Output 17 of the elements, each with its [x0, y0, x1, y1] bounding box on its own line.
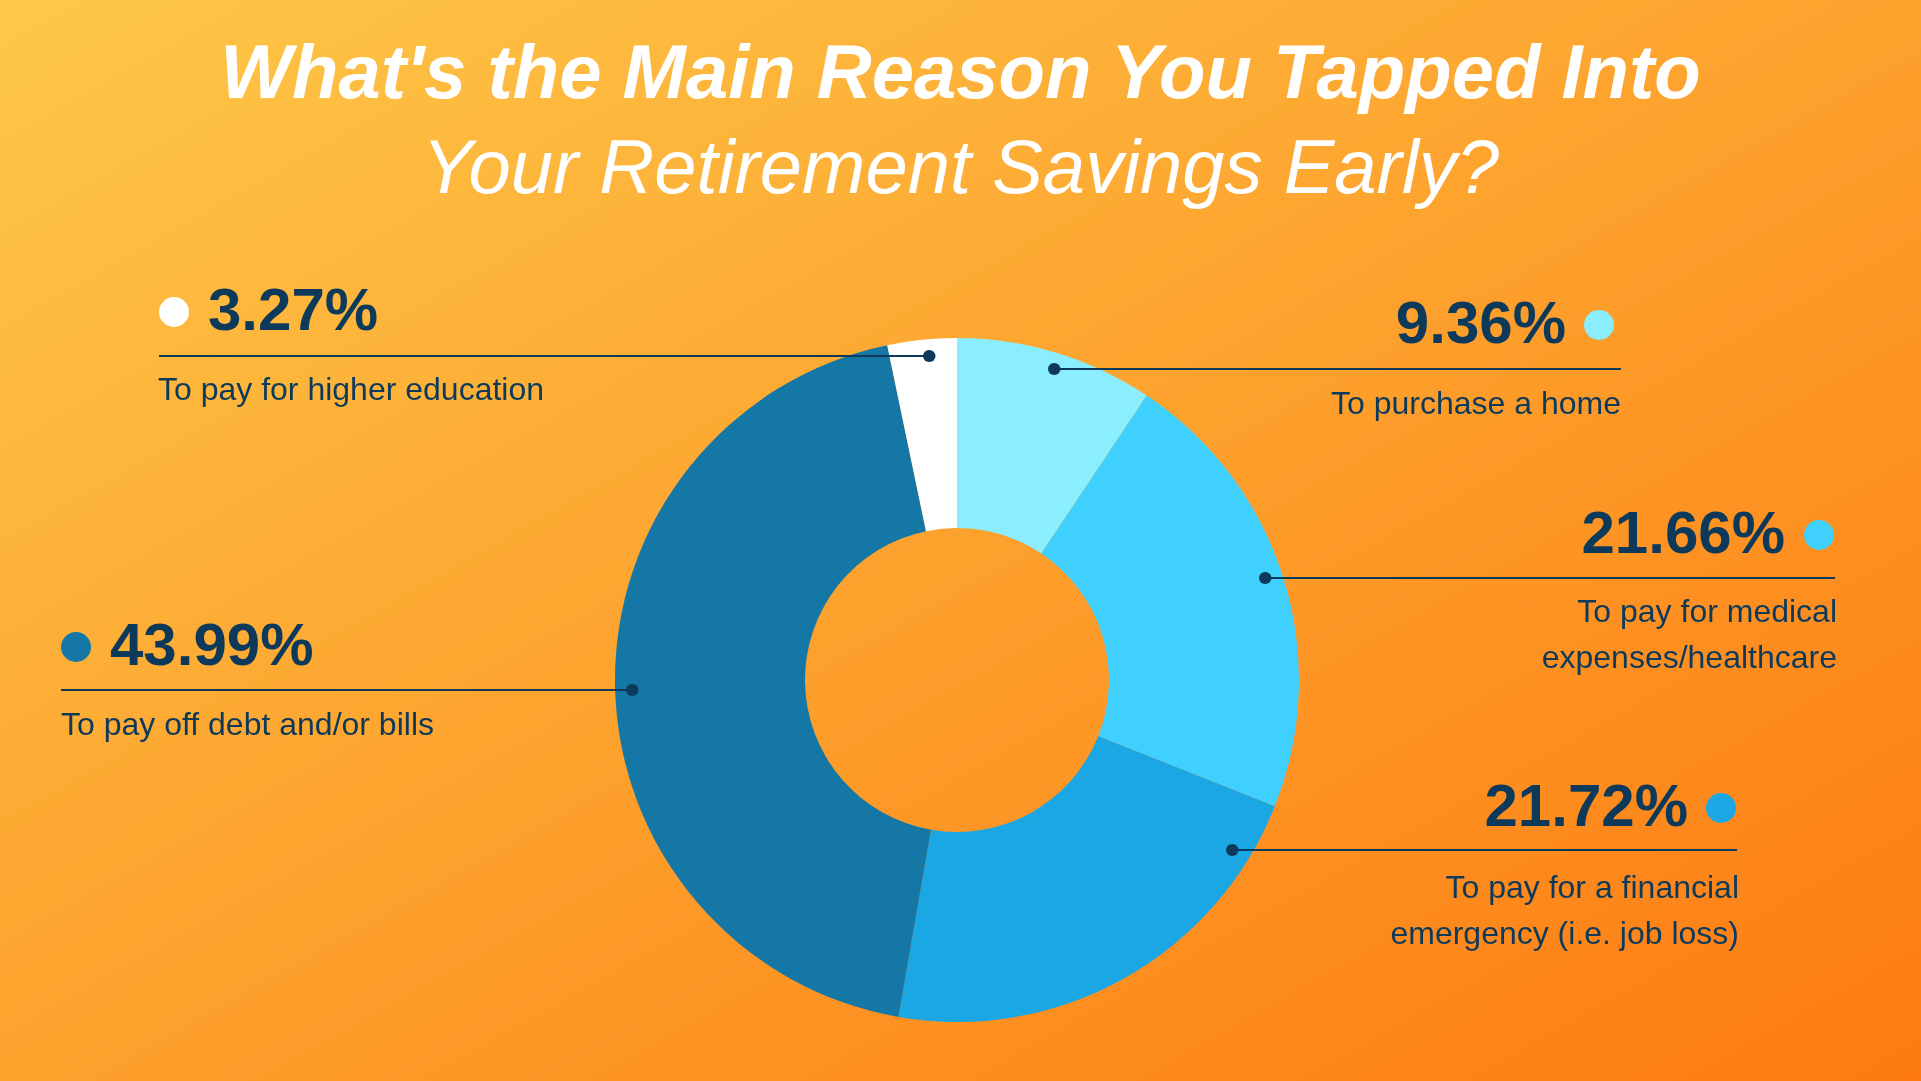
slice-label: To pay for higher education: [158, 371, 545, 407]
donut-slice: [1041, 395, 1299, 807]
slice-label: To pay for a financial emergency (i.e. job loss): [1390, 869, 1739, 951]
donut-slice: [957, 338, 1147, 554]
data-label: 9.36%: [1395, 289, 1566, 356]
data-label: 3.27%: [208, 276, 379, 343]
data-label: 21.72%: [1484, 772, 1688, 839]
slice-label: To pay for medical expenses/healthcare: [1541, 593, 1837, 675]
slice-label: To purchase a home: [1331, 385, 1621, 421]
slice-label: To pay off debt and/or bills: [61, 706, 434, 742]
chart-subtitle: Your Retirement Savings Early?: [421, 124, 1500, 209]
data-label: 43.99%: [110, 611, 314, 678]
donut-slice: [898, 736, 1275, 1022]
donut-slice: [615, 345, 931, 1017]
donut-slice: [887, 338, 957, 532]
chart-title: What's the Main Reason You Tapped Into: [220, 29, 1701, 114]
data-label: 21.66%: [1581, 499, 1785, 566]
